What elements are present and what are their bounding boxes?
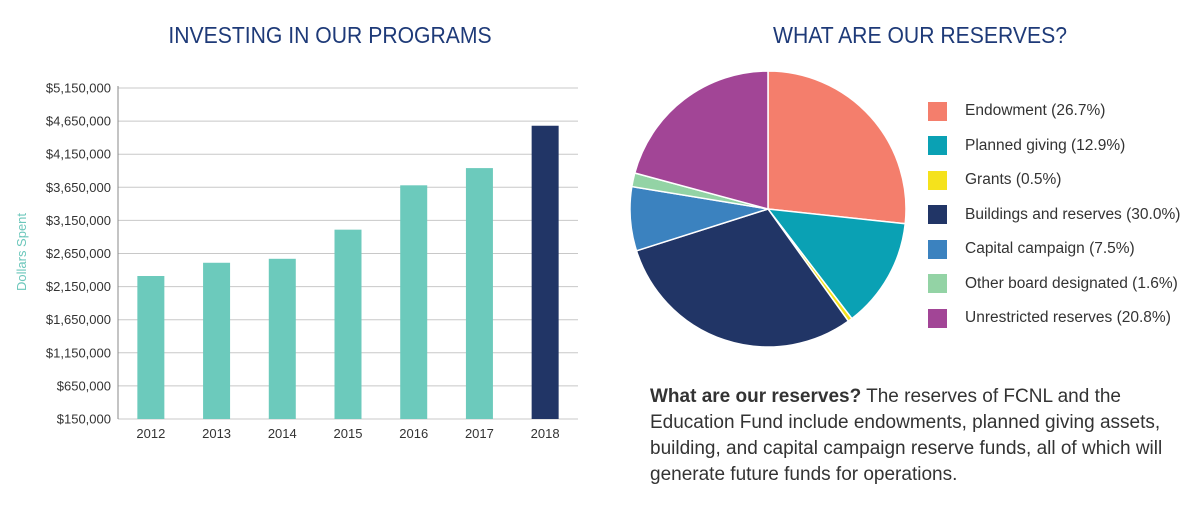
legend-swatch xyxy=(928,205,947,225)
note-lead: What are our reserves? xyxy=(650,386,862,407)
y-tick-label: $4,650,000 xyxy=(46,114,111,129)
bar-2016 xyxy=(400,185,428,419)
legend-swatch xyxy=(928,274,947,294)
bar-2018 xyxy=(531,125,559,419)
y-tick-label: $1,150,000 xyxy=(46,345,111,360)
y-tick-label: $650,000 xyxy=(57,378,111,393)
legend-item: Unrestricted reserves (20.8%) xyxy=(928,301,1180,336)
y-tick-label: $5,150,000 xyxy=(46,81,111,96)
legend-label: Buildings and reserves (30.0%) xyxy=(965,205,1181,223)
pie-slice xyxy=(630,172,769,210)
legend-label: Capital campaign (7.5%) xyxy=(965,240,1135,258)
legend-swatch xyxy=(928,308,947,328)
bar-2013 xyxy=(203,262,231,419)
y-tick-label: $150,000 xyxy=(57,412,111,427)
x-tick-label: 2015 xyxy=(334,426,363,441)
legend-item: Endowment (26.7%) xyxy=(928,94,1180,129)
x-tick-labels: 2012 2013 2014 2015 2016 2017 2018 xyxy=(136,426,559,441)
legend-swatch xyxy=(928,170,947,190)
legend-label: Grants (0.5%) xyxy=(965,171,1062,189)
legend-swatch xyxy=(928,136,947,156)
y-tick-label: $4,150,000 xyxy=(46,147,111,162)
pie-slice xyxy=(629,185,769,252)
pie-slice xyxy=(635,208,850,348)
legend-swatch xyxy=(928,101,947,121)
bar-2017 xyxy=(465,168,493,419)
legend-item: Grants (0.5%) xyxy=(928,163,1180,198)
x-tick-label: 2017 xyxy=(465,426,494,441)
x-tick-label: 2013 xyxy=(202,426,231,441)
pie-slices xyxy=(629,70,907,348)
y-tick-label: $2,150,000 xyxy=(46,279,111,294)
bar-chart: $150,000 $650,000 $1,150,000 $1,650,000 $2,1… xyxy=(14,81,578,441)
note-body: The reserves of FCNL and the Education F… xyxy=(650,386,1163,485)
y-tick-label: $3,150,000 xyxy=(46,213,111,228)
bar-2014 xyxy=(268,258,296,419)
x-tick-label: 2016 xyxy=(399,426,428,441)
legend-label: Endowment (26.7%) xyxy=(965,102,1106,120)
legend-item: Buildings and reserves (30.0%) xyxy=(928,198,1180,233)
pie-chart-title: WHAT ARE OUR RESERVES? xyxy=(773,22,1067,48)
pie-legend: Endowment (26.7%) Planned giving (12.9%) G… xyxy=(928,94,1180,336)
y-tick-label: $3,650,000 xyxy=(46,180,111,195)
legend-item: Planned giving (12.9%) xyxy=(928,129,1180,164)
x-tick-label: 2012 xyxy=(136,426,165,441)
bar-series xyxy=(137,125,559,419)
pie-slice xyxy=(766,208,907,320)
reserves-note: What are our reserves? The reserves of F… xyxy=(650,384,1170,488)
pie-slice xyxy=(767,208,853,323)
bar-chart-title: INVESTING IN OUR PROGRAMS xyxy=(168,22,492,48)
legend-swatch xyxy=(928,239,947,259)
bar-2015 xyxy=(334,229,362,419)
pie-slice xyxy=(767,70,907,225)
y-tick-label: $2,650,000 xyxy=(46,246,111,261)
pie-slice xyxy=(633,70,769,210)
legend-item: Capital campaign (7.5%) xyxy=(928,232,1180,267)
y-tick-label: $1,650,000 xyxy=(46,312,111,327)
bar-2012 xyxy=(137,276,165,419)
legend-label: Unrestricted reserves (20.8%) xyxy=(965,309,1171,327)
y-axis-label: Dollars Spent xyxy=(14,213,29,291)
legend-item: Other board designated (1.6%) xyxy=(928,267,1180,302)
legend-label: Planned giving (12.9%) xyxy=(965,136,1126,154)
x-tick-label: 2014 xyxy=(268,426,297,441)
x-tick-label: 2018 xyxy=(531,426,560,441)
y-tick-labels: $150,000 $650,000 $1,150,000 $1,650,000 $2,1… xyxy=(46,81,111,427)
legend-label: Other board designated (1.6%) xyxy=(965,274,1178,292)
